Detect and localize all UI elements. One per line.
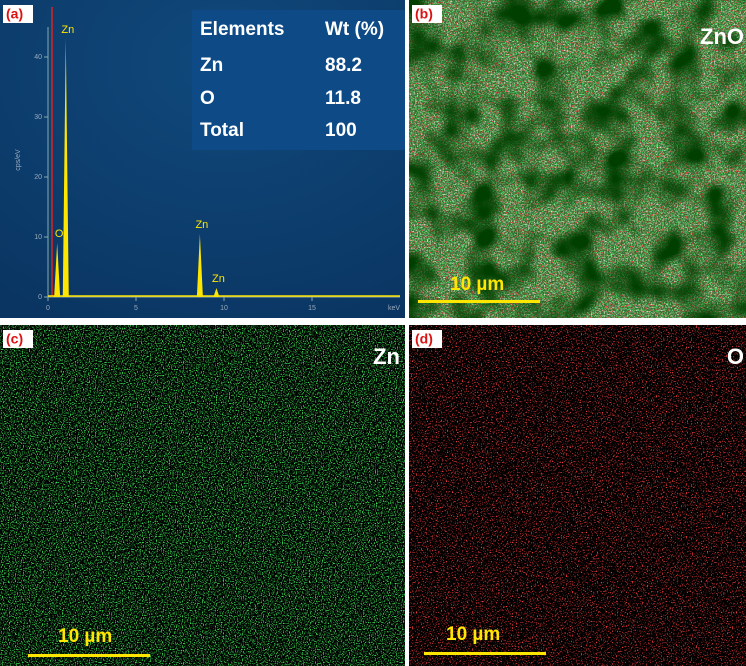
y-tick-label: 10 bbox=[34, 234, 42, 241]
x-tick-label: 10 bbox=[220, 305, 228, 312]
y-tick-label: 30 bbox=[34, 114, 42, 121]
panel-label: (a) bbox=[6, 6, 23, 22]
peak-label: Zn bbox=[195, 219, 208, 231]
map-noise bbox=[0, 325, 405, 666]
y-tick-label: 40 bbox=[34, 54, 42, 61]
peak-label: Zn bbox=[212, 273, 225, 285]
y-tick-label: 0 bbox=[38, 294, 42, 301]
table-header: Wt (%) bbox=[325, 19, 384, 40]
table-cell: 11.8 bbox=[325, 88, 361, 109]
panel-label: (c) bbox=[6, 331, 23, 347]
x-tick-label: 15 bbox=[308, 305, 316, 312]
panel-label: (b) bbox=[415, 6, 433, 22]
scale-bar bbox=[28, 654, 150, 657]
scale-bar-label: 10 µm bbox=[446, 624, 500, 645]
table-cell: 100 bbox=[325, 120, 357, 141]
panel-label: (d) bbox=[415, 331, 433, 347]
x-axis-label: keV bbox=[388, 305, 400, 312]
table-cell: O bbox=[200, 88, 215, 109]
map-noise bbox=[409, 0, 746, 318]
table-cell: 88.2 bbox=[325, 55, 362, 76]
table-cell: Zn bbox=[200, 55, 223, 76]
x-tick-label: 5 bbox=[134, 305, 138, 312]
table-cell: Total bbox=[200, 120, 244, 141]
figure: 010203040051015cps/eVkeVZnOZnZn Elements… bbox=[0, 0, 746, 666]
table-header: Elements bbox=[200, 19, 284, 40]
scale-bar-label: 10 µm bbox=[450, 274, 504, 295]
x-tick-label: 0 bbox=[46, 305, 50, 312]
map-title: Zn bbox=[373, 344, 400, 369]
peak-label: O bbox=[55, 228, 64, 240]
map-title: ZnO bbox=[700, 24, 744, 49]
scale-bar-label: 10 µm bbox=[58, 626, 112, 647]
scale-bar bbox=[418, 300, 540, 303]
scale-bar bbox=[424, 652, 546, 655]
peak-label: Zn bbox=[61, 24, 74, 36]
map-title: O bbox=[727, 344, 744, 369]
y-tick-label: 20 bbox=[34, 174, 42, 181]
y-axis-label: cps/eV bbox=[15, 149, 22, 171]
map-noise bbox=[409, 325, 746, 666]
